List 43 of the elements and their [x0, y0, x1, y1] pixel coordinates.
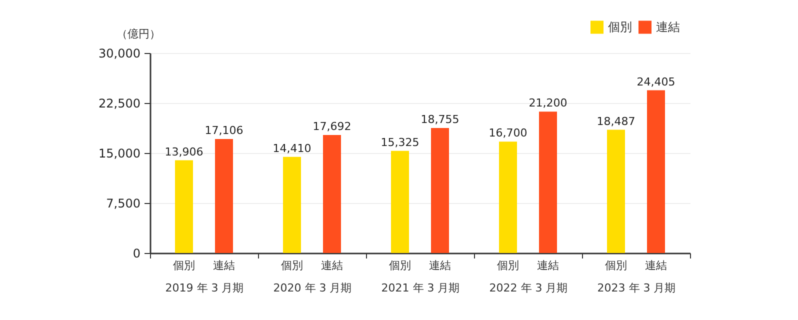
bar [647, 90, 665, 253]
bar [431, 128, 449, 253]
data-label: 21,200 [528, 96, 568, 110]
bar [283, 156, 301, 253]
legend-label: 個別 [608, 20, 632, 34]
bar [499, 142, 517, 253]
data-label: 15,325 [380, 136, 420, 149]
x-tick-label: 2021 年 3 月期 [381, 282, 460, 294]
text: 個別 [497, 259, 519, 272]
y-tick-label: 7,500 [106, 196, 140, 210]
x-tick-label: 2022 年 3 月期 [489, 282, 568, 294]
x-tick-label: 2020 年 3 月期 [273, 282, 352, 294]
legend-label: 連結 [656, 20, 680, 34]
bar [323, 135, 341, 253]
bar [539, 112, 557, 253]
x-tick-label: 2019 年 3 月期 [165, 282, 244, 294]
text: 連結 [213, 259, 235, 272]
text: 連結 [537, 259, 559, 272]
data-label: 13,906 [164, 145, 204, 158]
data-label: 18,487 [596, 114, 636, 128]
y-axis-title: （億円） [116, 28, 160, 40]
data-label: 17,692 [312, 120, 352, 134]
text: 連結 [645, 259, 667, 272]
y-tick-label: 30,000 [98, 46, 140, 60]
text: 個別 [173, 259, 195, 272]
data-label: 24,405 [636, 75, 676, 88]
text: 個別 [389, 259, 411, 272]
text: 個別 [605, 259, 627, 272]
bar [175, 160, 193, 253]
bar [215, 138, 233, 253]
text: 連結 [321, 259, 343, 272]
x-tick-label: 2023 年 3 月期 [597, 282, 676, 294]
y-tick-label: 15,000 [98, 146, 140, 160]
text: 個別 [281, 259, 303, 272]
data-label: 16,700 [488, 126, 528, 140]
data-label: 14,410 [272, 142, 312, 155]
data-label: 17,106 [204, 124, 244, 137]
data-label: 18,755 [420, 112, 460, 126]
bar [391, 150, 409, 253]
bar [607, 130, 625, 253]
y-tick-label: 0 [132, 246, 140, 260]
y-tick-label: 22,500 [98, 96, 140, 110]
text: 連結 [429, 259, 451, 272]
